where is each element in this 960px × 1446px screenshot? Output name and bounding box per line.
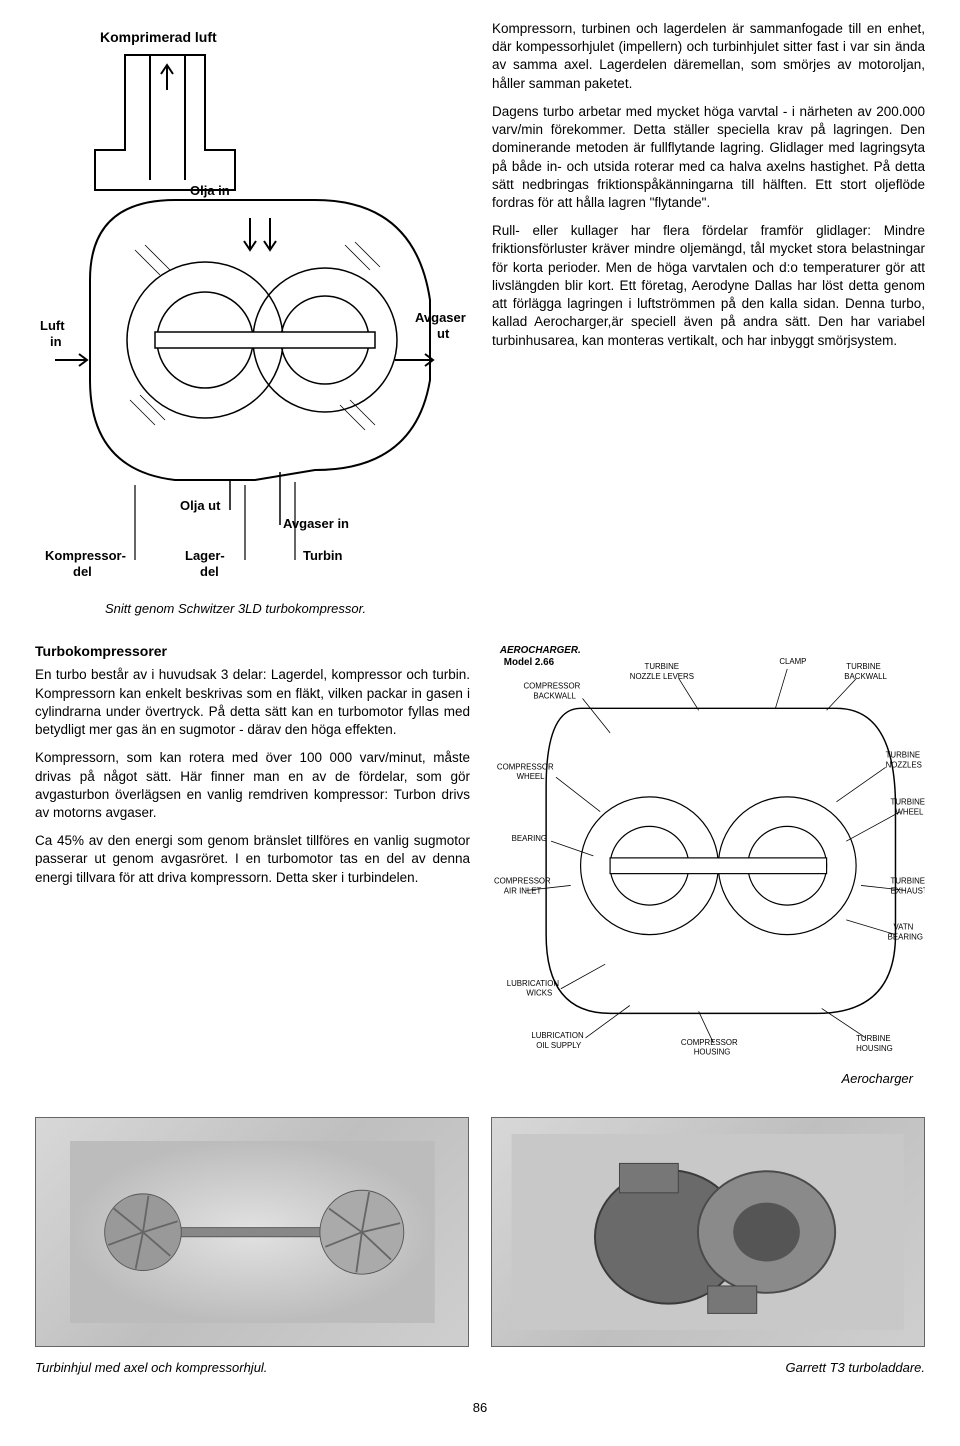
- label-kompressor-del-2: del: [73, 564, 92, 579]
- aerocharger-caption: Aerocharger: [492, 1070, 925, 1088]
- label-lager-del-1: Lager-: [185, 548, 225, 563]
- label-olja-ut: Olja ut: [180, 498, 221, 513]
- schwitzer-caption: Snitt genom Schwitzer 3LD turbokompresso…: [105, 600, 470, 618]
- top-right-text: Kompressorn, turbinen och lagerdelen är …: [492, 20, 925, 618]
- lbl-comp-wheel-1: COMPRESSOR: [497, 762, 554, 771]
- lbl-lub-oil-1: LUBRICATION: [531, 1031, 584, 1040]
- para-3: Rull- eller kullager har flera fördelar …: [492, 222, 925, 350]
- lbl-turb-housing-2: HOUSING: [856, 1043, 893, 1052]
- turbo-p2: Kompressorn, som kan rotera med över 100…: [35, 749, 470, 822]
- lbl-comp-air-2: AIR INLET: [504, 886, 542, 895]
- schwitzer-diagram-column: Komprimerad luft: [35, 20, 470, 618]
- lbl-nozzle-levers-1: TURBINE: [645, 661, 680, 670]
- aerocharger-svg: AEROCHARGER. Model 2.66: [492, 636, 925, 1066]
- lbl-comp-air-1: COMPRESSOR: [494, 876, 551, 885]
- schwitzer-svg: Komprimerad luft: [35, 20, 470, 590]
- para-2: Dagens turbo arbetar med mycket höga var…: [492, 103, 925, 212]
- lbl-lub-wicks-2: WICKS: [526, 988, 552, 997]
- top-section: Komprimerad luft: [35, 20, 925, 618]
- aerocharger-diagram: AEROCHARGER. Model 2.66: [492, 636, 925, 1066]
- lbl-vatn-2: BEARING: [888, 932, 923, 941]
- bottom-section: Turbinhjul med axel och kompressorhjul. …: [35, 1117, 925, 1377]
- lbl-comp-housing-1: COMPRESSOR: [681, 1037, 738, 1046]
- lbl-nozzle-levers-2: NOZZLE LEVERS: [630, 671, 694, 680]
- label-luft-in-1: Luft: [40, 318, 65, 333]
- bottom-right: Garrett T3 turboladdare.: [491, 1117, 925, 1377]
- lbl-turbine-backwall-1: TURBINE: [846, 661, 881, 670]
- mid-section: Turbokompressorer En turbo består av i h…: [35, 636, 925, 1088]
- label-komprimerad-luft: Komprimerad luft: [100, 29, 217, 45]
- label-turbin: Turbin: [303, 548, 343, 563]
- turbokompressorer-heading: Turbokompressorer: [35, 642, 470, 661]
- aero-title-2: Model 2.66: [504, 657, 555, 668]
- turbokompressorer-column: Turbokompressorer En turbo består av i h…: [35, 636, 470, 1088]
- photo-turbine-wheel: [35, 1117, 469, 1347]
- lbl-turbine-backwall-2: BACKWALL: [844, 671, 887, 680]
- page-number: 86: [35, 1399, 925, 1417]
- lbl-lub-oil-2: OIL SUPPLY: [536, 1040, 582, 1049]
- lbl-comp-housing-2: HOUSING: [694, 1047, 731, 1056]
- label-lager-del-2: del: [200, 564, 219, 579]
- photo-right-caption: Garrett T3 turboladdare.: [491, 1359, 925, 1377]
- label-avgaser-in: Avgaser in: [283, 516, 349, 531]
- turbo-p1: En turbo består av i huvudsak 3 delar: L…: [35, 666, 470, 739]
- label-avgaser-ut-2: ut: [437, 326, 450, 341]
- label-olja-in: Olja in: [190, 183, 230, 198]
- lbl-comp-backwall-1: COMPRESSOR: [523, 681, 580, 690]
- label-kompressor-del-1: Kompressor-: [45, 548, 126, 563]
- lbl-turbine-wheel-2: WHEEL: [895, 807, 924, 816]
- lbl-lub-wicks-1: LUBRICATION: [507, 978, 560, 987]
- lbl-clamp: CLAMP: [779, 657, 806, 666]
- schwitzer-diagram: Komprimerad luft: [35, 20, 470, 590]
- lbl-turb-housing-1: TURBINE: [856, 1033, 891, 1042]
- lbl-vatn-1: VATN: [894, 922, 914, 931]
- lbl-turb-exh-2: EXHAUST: [891, 886, 925, 895]
- turbo-p3: Ca 45% av den energi som genom bränslet …: [35, 832, 470, 887]
- lbl-turb-nozzles-1: TURBINE: [886, 750, 921, 759]
- aero-title-1: AEROCHARGER.: [499, 645, 581, 656]
- lbl-turb-nozzles-2: NOZZLES: [886, 760, 922, 769]
- photo-left-caption: Turbinhjul med axel och kompressorhjul.: [35, 1359, 469, 1377]
- aerocharger-column: AEROCHARGER. Model 2.66: [492, 636, 925, 1088]
- lbl-comp-backwall-2: BACKWALL: [533, 691, 576, 700]
- lbl-turb-exh-1: TURBINE: [891, 876, 925, 885]
- label-avgaser-ut-1: Avgaser: [415, 310, 466, 325]
- para-1: Kompressorn, turbinen och lagerdelen är …: [492, 20, 925, 93]
- label-luft-in-2: in: [50, 334, 62, 349]
- lbl-comp-wheel-2: WHEEL: [517, 772, 546, 781]
- lbl-bearing: BEARING: [512, 834, 547, 843]
- lbl-turbine-wheel-1: TURBINE: [891, 797, 925, 806]
- photo-garrett-t3: [491, 1117, 925, 1347]
- bottom-left: Turbinhjul med axel och kompressorhjul.: [35, 1117, 469, 1377]
